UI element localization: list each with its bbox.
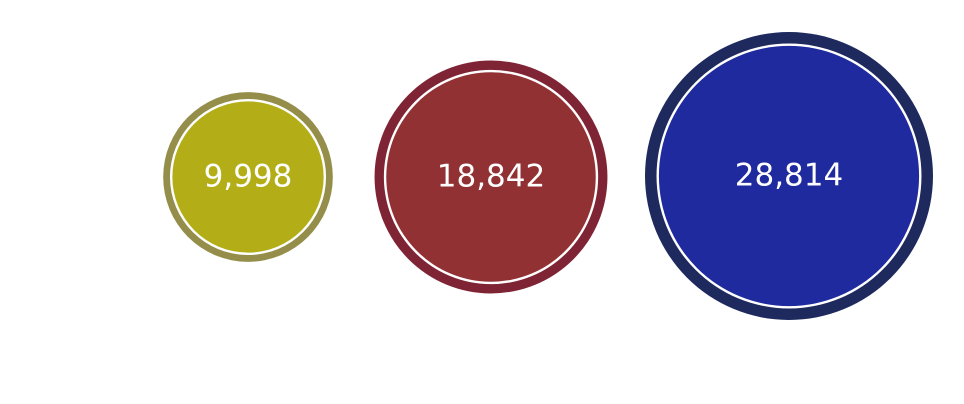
bubble-2: 18,842 bbox=[374, 60, 608, 294]
bubble-value-label: 28,814 bbox=[735, 158, 843, 194]
bubble-3: 28,814 bbox=[645, 32, 933, 320]
bubble-1: 9,998 bbox=[163, 92, 333, 262]
bubble-fill bbox=[658, 45, 920, 307]
bubble-value-label: 9,998 bbox=[204, 159, 293, 195]
bubble-fill bbox=[172, 101, 324, 253]
bubble-fill bbox=[386, 72, 596, 282]
bubble-value-label: 18,842 bbox=[437, 159, 545, 195]
